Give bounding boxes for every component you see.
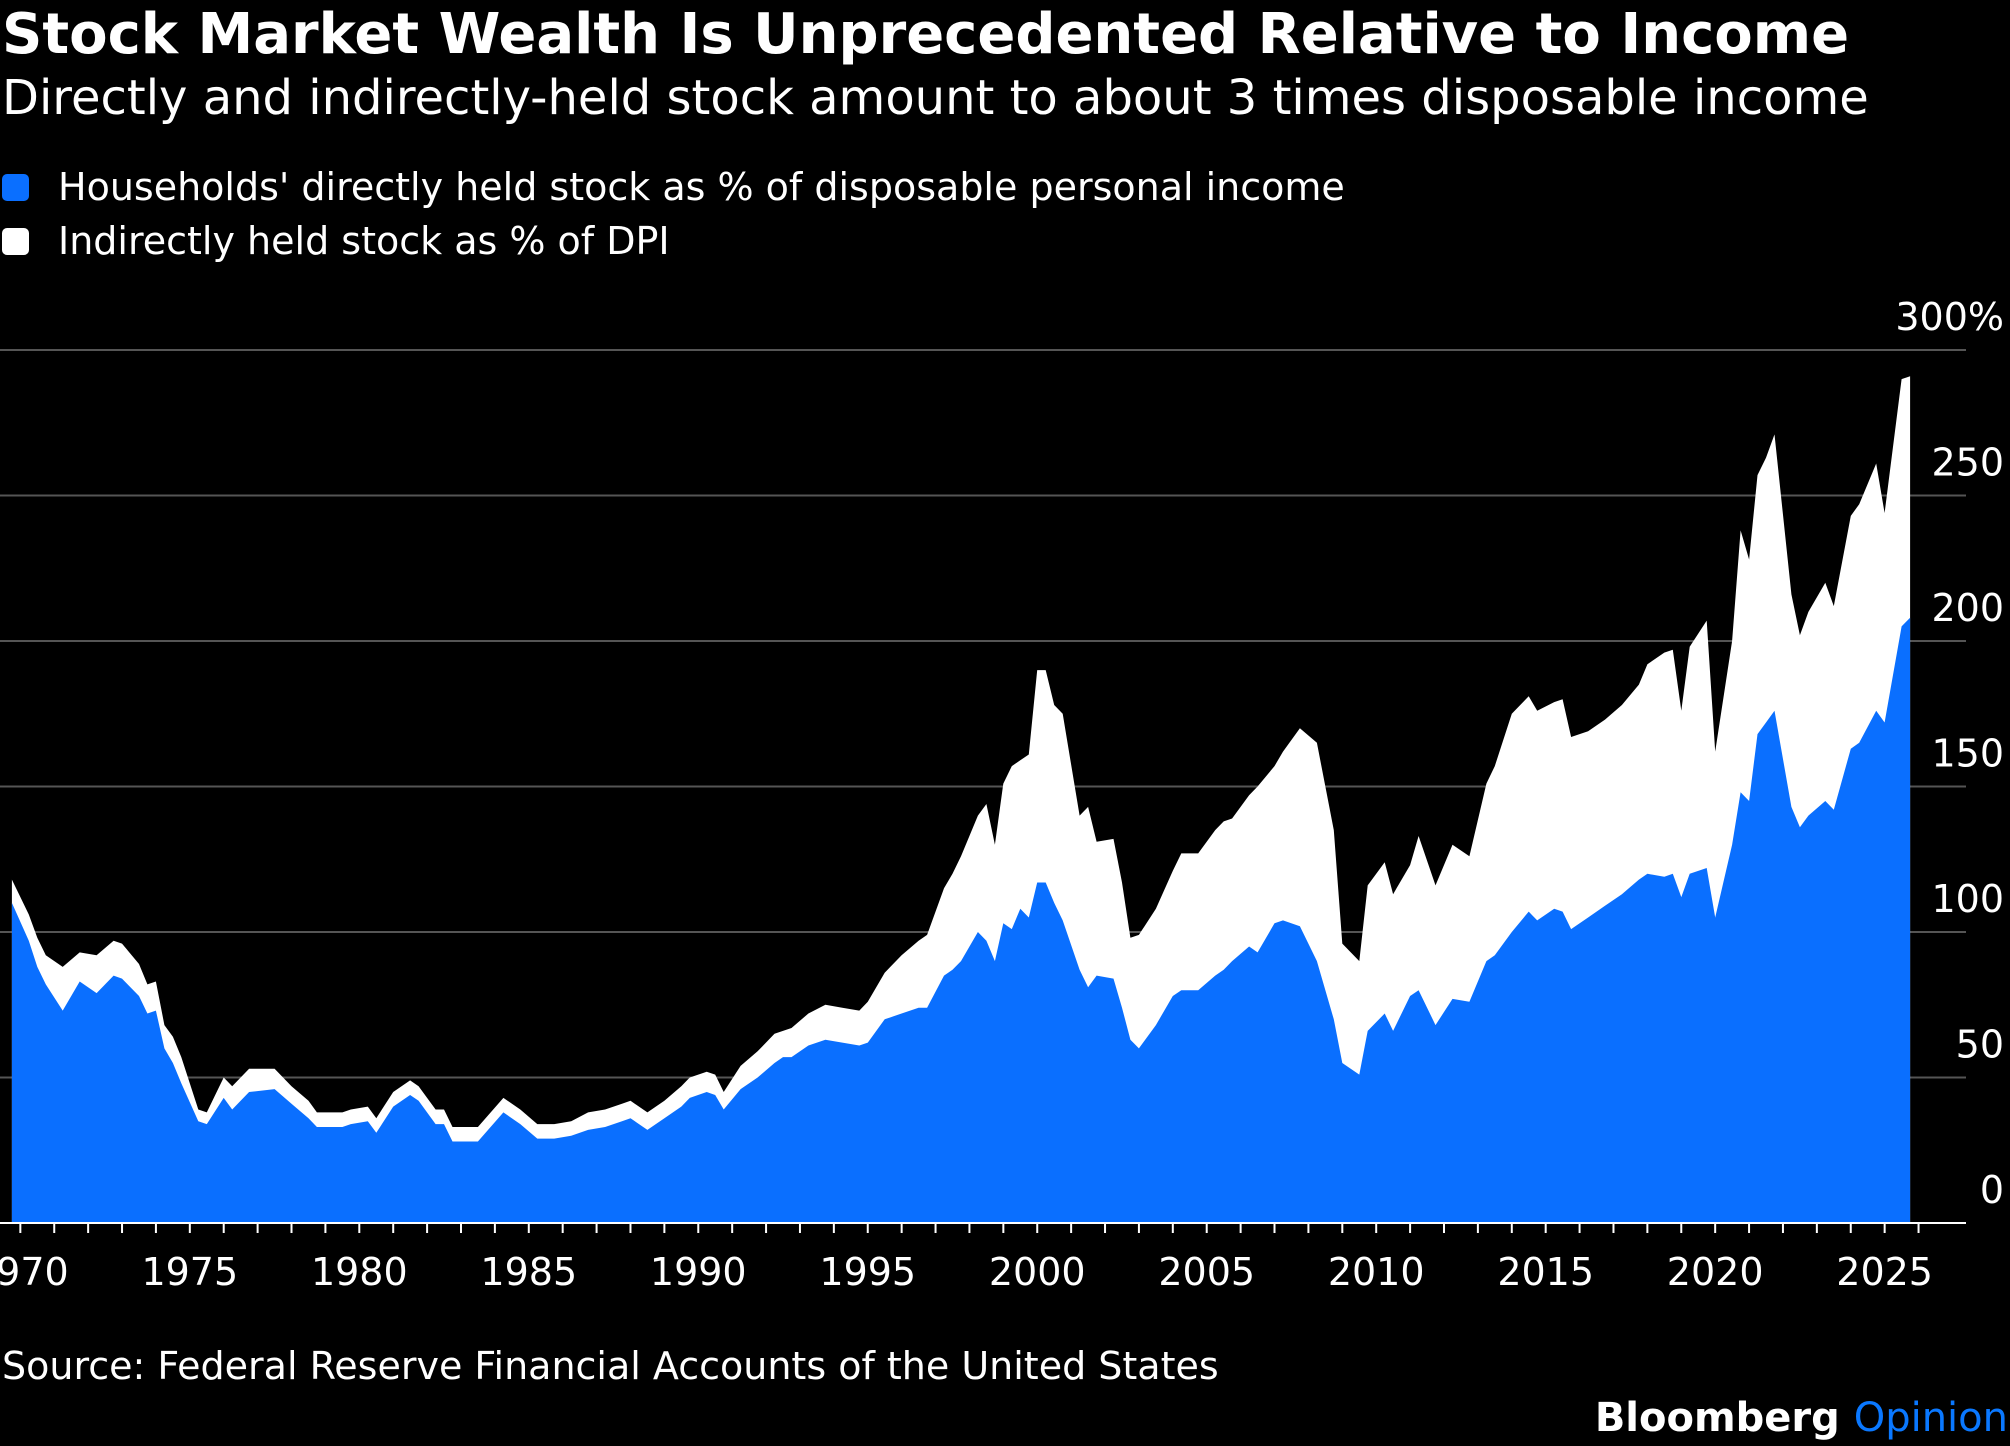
legend-swatch-direct (2, 173, 29, 201)
grid-lines (0, 349, 1966, 1079)
y-tick-label: 250 (1931, 441, 2004, 485)
legend-label-direct: Households' directly held stock as % of … (58, 165, 1345, 209)
x-tick-label: 1980 (311, 1250, 408, 1294)
area-layer (11, 376, 1911, 1223)
x-tick-label: 2025 (1836, 1250, 1933, 1294)
legend-swatch-indirect (2, 227, 29, 255)
x-tick-label: 1975 (141, 1250, 238, 1294)
x-tick-label: 2015 (1497, 1250, 1594, 1294)
x-tick-label: 2005 (1158, 1250, 1255, 1294)
area-indirect (11, 376, 1911, 1223)
x-tick-label: 1970 (0, 1250, 69, 1294)
axes: 1970197519801985199019952000200520102015… (0, 295, 2004, 1294)
x-tick-label: 1990 (650, 1250, 747, 1294)
x-tick-label: 1985 (480, 1250, 577, 1294)
legend: Households' directly held stock as % of … (2, 160, 1345, 268)
y-tick-label: 300% (1895, 295, 2004, 339)
source-note: Source: Federal Reserve Financial Accoun… (2, 1344, 1219, 1388)
brand-logo: Bloomberg Opinion (1595, 1392, 2008, 1444)
legend-item-indirect: Indirectly held stock as % of DPI (2, 214, 1345, 268)
legend-item-direct: Households' directly held stock as % of … (2, 160, 1345, 214)
x-tick-label: 2020 (1667, 1250, 1764, 1294)
brand-accent: Opinion (1853, 1395, 2008, 1441)
x-tick-label: 1995 (819, 1250, 916, 1294)
x-tick-label: 2000 (989, 1250, 1086, 1294)
y-tick-label: 50 (1956, 1023, 2004, 1067)
legend-label-indirect: Indirectly held stock as % of DPI (58, 219, 670, 263)
area-direct (11, 617, 1911, 1223)
y-tick-label: 100 (1931, 877, 2004, 921)
chart-title: Stock Market Wealth Is Unprecedented Rel… (2, 2, 1850, 67)
y-tick-label: 0 (1980, 1168, 2004, 1212)
y-tick-label: 200 (1931, 586, 2004, 630)
chart-subtitle: Directly and indirectly-held stock amoun… (2, 70, 1869, 126)
x-tick-label: 2010 (1328, 1250, 1425, 1294)
brand-primary: Bloomberg (1594, 1395, 1840, 1441)
y-tick-label: 150 (1931, 732, 2004, 776)
